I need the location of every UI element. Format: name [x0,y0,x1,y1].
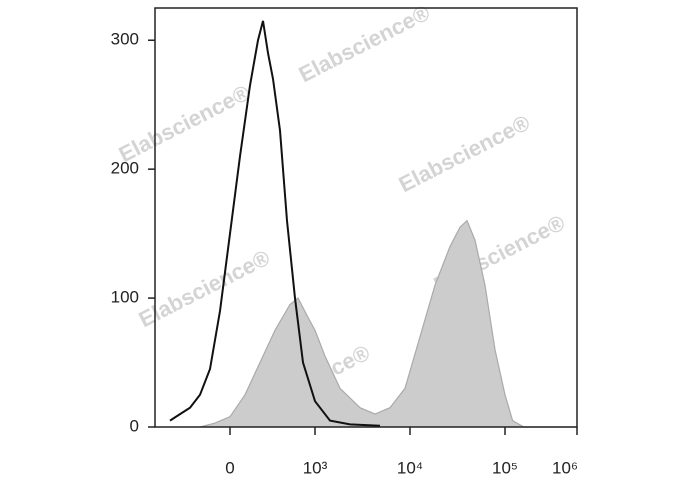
watermark: Elabscience® [395,110,534,197]
x-tick-label: 0 [225,458,234,477]
y-tick-label: 300 [111,30,139,49]
watermark: Elabscience® [115,80,254,167]
histogram-line [169,20,381,427]
x-tick-label: 10⁶ [552,458,578,477]
plot-frame [154,7,578,428]
histogram-line [199,219,577,428]
x-tick-label: 10⁵ [492,458,518,477]
x-tick-label: 10⁴ [397,458,423,477]
y-tick-label: 100 [111,288,139,307]
watermark: Elabscience® [295,0,434,87]
y-tick-label: 200 [111,159,139,178]
x-tick-label: 10³ [303,458,328,477]
histogram-area [199,220,577,427]
y-tick-label: 0 [130,416,139,435]
